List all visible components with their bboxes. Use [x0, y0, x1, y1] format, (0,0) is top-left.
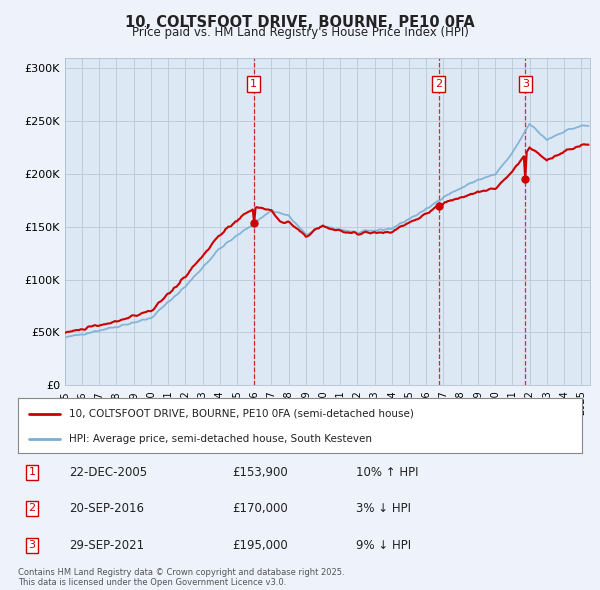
- Text: 2: 2: [29, 503, 35, 513]
- Text: 1: 1: [29, 467, 35, 477]
- Text: 22-DEC-2005: 22-DEC-2005: [69, 466, 147, 478]
- Text: 20-SEP-2016: 20-SEP-2016: [69, 502, 144, 515]
- Text: 2: 2: [435, 79, 442, 89]
- Text: 10% ↑ HPI: 10% ↑ HPI: [356, 466, 419, 478]
- Text: 9% ↓ HPI: 9% ↓ HPI: [356, 539, 412, 552]
- Text: 29-SEP-2021: 29-SEP-2021: [69, 539, 144, 552]
- Text: Contains HM Land Registry data © Crown copyright and database right 2025.
This d: Contains HM Land Registry data © Crown c…: [18, 568, 344, 587]
- Text: 1: 1: [250, 79, 257, 89]
- Text: £170,000: £170,000: [232, 502, 288, 515]
- Text: £195,000: £195,000: [232, 539, 288, 552]
- Text: £153,900: £153,900: [232, 466, 288, 478]
- Text: 10, COLTSFOOT DRIVE, BOURNE, PE10 0FA (semi-detached house): 10, COLTSFOOT DRIVE, BOURNE, PE10 0FA (s…: [69, 409, 413, 419]
- Text: Price paid vs. HM Land Registry's House Price Index (HPI): Price paid vs. HM Land Registry's House …: [131, 26, 469, 39]
- Text: 10, COLTSFOOT DRIVE, BOURNE, PE10 0FA: 10, COLTSFOOT DRIVE, BOURNE, PE10 0FA: [125, 15, 475, 30]
- Text: 3: 3: [29, 540, 35, 550]
- Text: 3% ↓ HPI: 3% ↓ HPI: [356, 502, 412, 515]
- Text: HPI: Average price, semi-detached house, South Kesteven: HPI: Average price, semi-detached house,…: [69, 434, 372, 444]
- Text: 3: 3: [522, 79, 529, 89]
